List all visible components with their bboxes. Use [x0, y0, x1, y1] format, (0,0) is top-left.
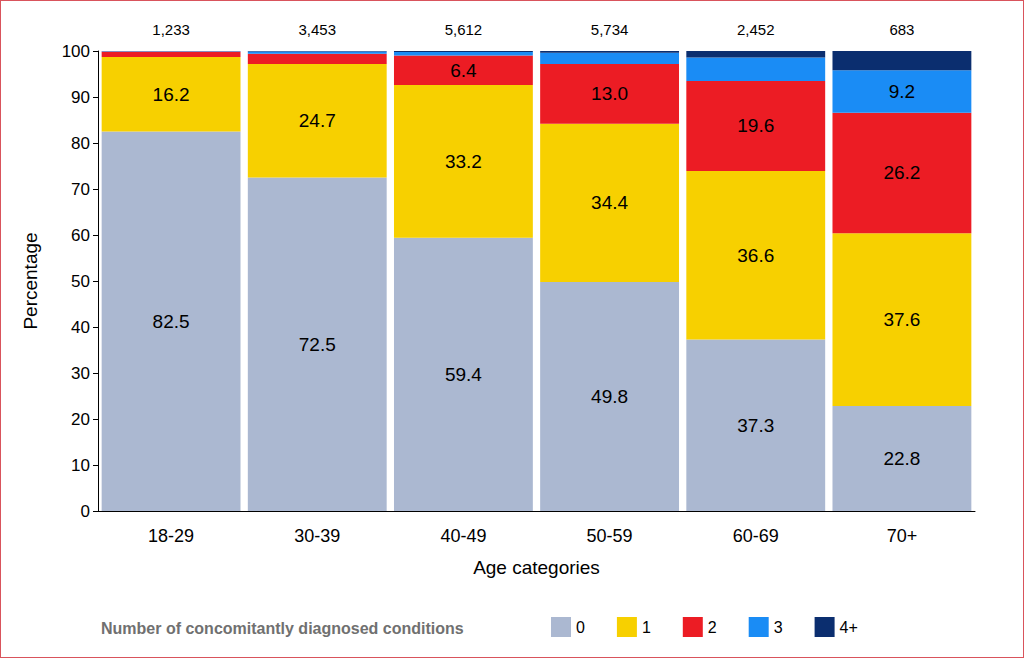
svg-text:37.3: 37.3: [737, 415, 774, 436]
svg-text:90: 90: [71, 88, 90, 107]
svg-text:60-69: 60-69: [733, 526, 779, 546]
svg-text:19.6: 19.6: [737, 115, 774, 136]
svg-text:40: 40: [71, 318, 90, 337]
svg-text:9.2: 9.2: [889, 81, 915, 102]
svg-text:4+: 4+: [840, 619, 858, 636]
svg-text:Age categories: Age categories: [473, 557, 600, 578]
svg-text:6.4: 6.4: [450, 60, 477, 81]
svg-text:3: 3: [774, 619, 783, 636]
svg-text:10: 10: [71, 456, 90, 475]
svg-text:49.8: 49.8: [591, 386, 628, 407]
svg-text:100: 100: [62, 42, 90, 61]
svg-text:24.7: 24.7: [299, 110, 336, 131]
svg-text:1,233: 1,233: [152, 21, 190, 38]
svg-text:22.8: 22.8: [883, 448, 920, 469]
svg-text:37.6: 37.6: [883, 309, 920, 330]
svg-text:1: 1: [642, 619, 651, 636]
svg-text:70+: 70+: [887, 526, 918, 546]
svg-text:0: 0: [576, 619, 585, 636]
svg-text:0: 0: [81, 502, 90, 521]
svg-text:59.4: 59.4: [445, 364, 482, 385]
svg-text:33.2: 33.2: [445, 151, 482, 172]
svg-text:36.6: 36.6: [737, 245, 774, 266]
svg-text:50: 50: [71, 272, 90, 291]
svg-text:683: 683: [889, 21, 914, 38]
svg-text:3,453: 3,453: [298, 21, 336, 38]
svg-text:Number of concomitantly diagno: Number of concomitantly diagnosed condit…: [101, 620, 464, 637]
svg-text:30: 30: [71, 364, 90, 383]
svg-text:50-59: 50-59: [587, 526, 633, 546]
svg-text:20: 20: [71, 410, 90, 429]
svg-text:Percentage: Percentage: [20, 232, 41, 329]
svg-text:70: 70: [71, 180, 90, 199]
svg-text:16.2: 16.2: [153, 84, 190, 105]
svg-text:2: 2: [708, 619, 717, 636]
svg-text:26.2: 26.2: [883, 162, 920, 183]
svg-text:5,612: 5,612: [445, 21, 483, 38]
svg-text:13.0: 13.0: [591, 83, 628, 104]
svg-text:5,734: 5,734: [591, 21, 629, 38]
svg-text:60: 60: [71, 226, 90, 245]
svg-text:72.5: 72.5: [299, 334, 336, 355]
svg-text:34.4: 34.4: [591, 192, 628, 213]
svg-text:82.5: 82.5: [153, 311, 190, 332]
svg-text:80: 80: [71, 134, 90, 153]
svg-text:40-49: 40-49: [440, 526, 486, 546]
svg-text:18-29: 18-29: [148, 526, 194, 546]
svg-text:30-39: 30-39: [294, 526, 340, 546]
svg-text:2,452: 2,452: [737, 21, 775, 38]
